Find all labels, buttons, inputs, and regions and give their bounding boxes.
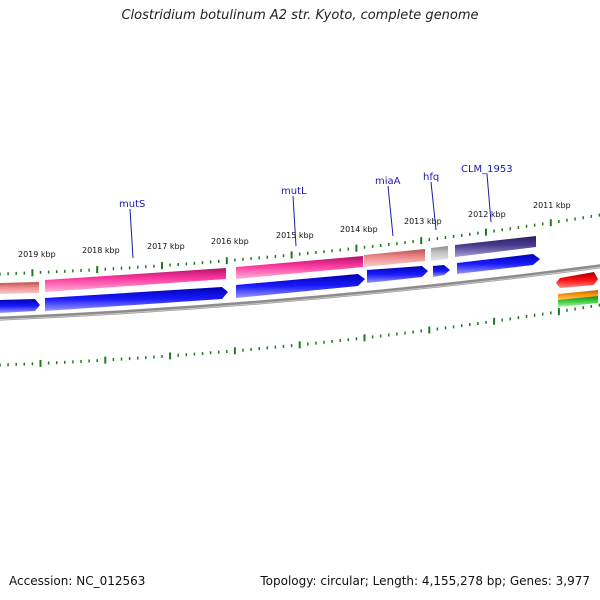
label-line-hfq [430,181,437,231]
forward-cds-hfq[interactable] [431,246,448,261]
inner-tick-ruler [0,303,600,367]
gene-label-mutS[interactable]: mutS [119,199,145,210]
gene-label-mutL[interactable]: mutL [281,186,307,197]
ruler-label: 2015 kbp [276,231,314,240]
ruler-labels: 2019 kbp 2018 kbp 2017 kbp 2016 kbp 2015… [18,201,571,259]
label-line-CLM_1953 [486,173,492,223]
accession-text: Accession: NC_012563 [9,574,146,588]
ruler-label: 2011 kbp [533,201,571,210]
ruler-label: 2017 kbp [147,242,185,251]
label-line-mutS [129,208,134,259]
feature-red[interactable] [556,272,598,288]
forward-cds-track [0,236,536,294]
ruler-label: 2016 kbp [211,237,249,246]
ruler-label: 2014 kbp [340,225,378,234]
reverse-cds-track [0,254,540,313]
gene-label-hfq[interactable]: hfq [423,172,439,183]
ruler-label: 2019 kbp [18,250,56,259]
gene-labels: mutS mutL miaA hfq CLM_1953 [119,164,513,210]
ruler-label: 2013 kbp [404,217,442,226]
forward-cds-miaA[interactable] [364,249,425,267]
reverse-cds-feature[interactable] [367,266,428,283]
outer-tick-ruler [0,213,600,277]
gene-label-miaA[interactable]: miaA [375,176,401,187]
ruler-label: 2018 kbp [82,246,120,255]
forward-cds-mutL[interactable] [236,256,363,279]
genome-summary-text: Topology: circular; Length: 4,155,278 bp… [260,574,590,588]
gene-label-lines [129,173,492,259]
forward-cds-feature[interactable] [0,282,39,294]
reverse-cds-feature[interactable] [45,287,228,311]
forward-cds-CLM_1953[interactable] [455,236,536,257]
reverse-cds-feature[interactable] [0,299,40,313]
forward-cds-mutS[interactable] [45,268,226,292]
reverse-cds-feature[interactable] [433,265,450,277]
feature-green[interactable] [558,296,598,307]
reverse-cds-feature[interactable] [457,254,540,274]
map-title: Clostridium botulinum A2 str. Kyoto, com… [121,8,479,23]
label-line-mutL [292,195,297,247]
right-edge-features [556,272,598,307]
ruler-label: 2012 kbp [468,210,506,219]
reverse-cds-feature[interactable] [236,274,365,298]
label-line-miaA [387,185,394,237]
feature-orange[interactable] [558,290,598,301]
gene-label-CLM_1953[interactable]: CLM_1953 [461,164,513,175]
genome-backbone-highlight [0,266,600,321]
genome-backbone [0,264,600,321]
